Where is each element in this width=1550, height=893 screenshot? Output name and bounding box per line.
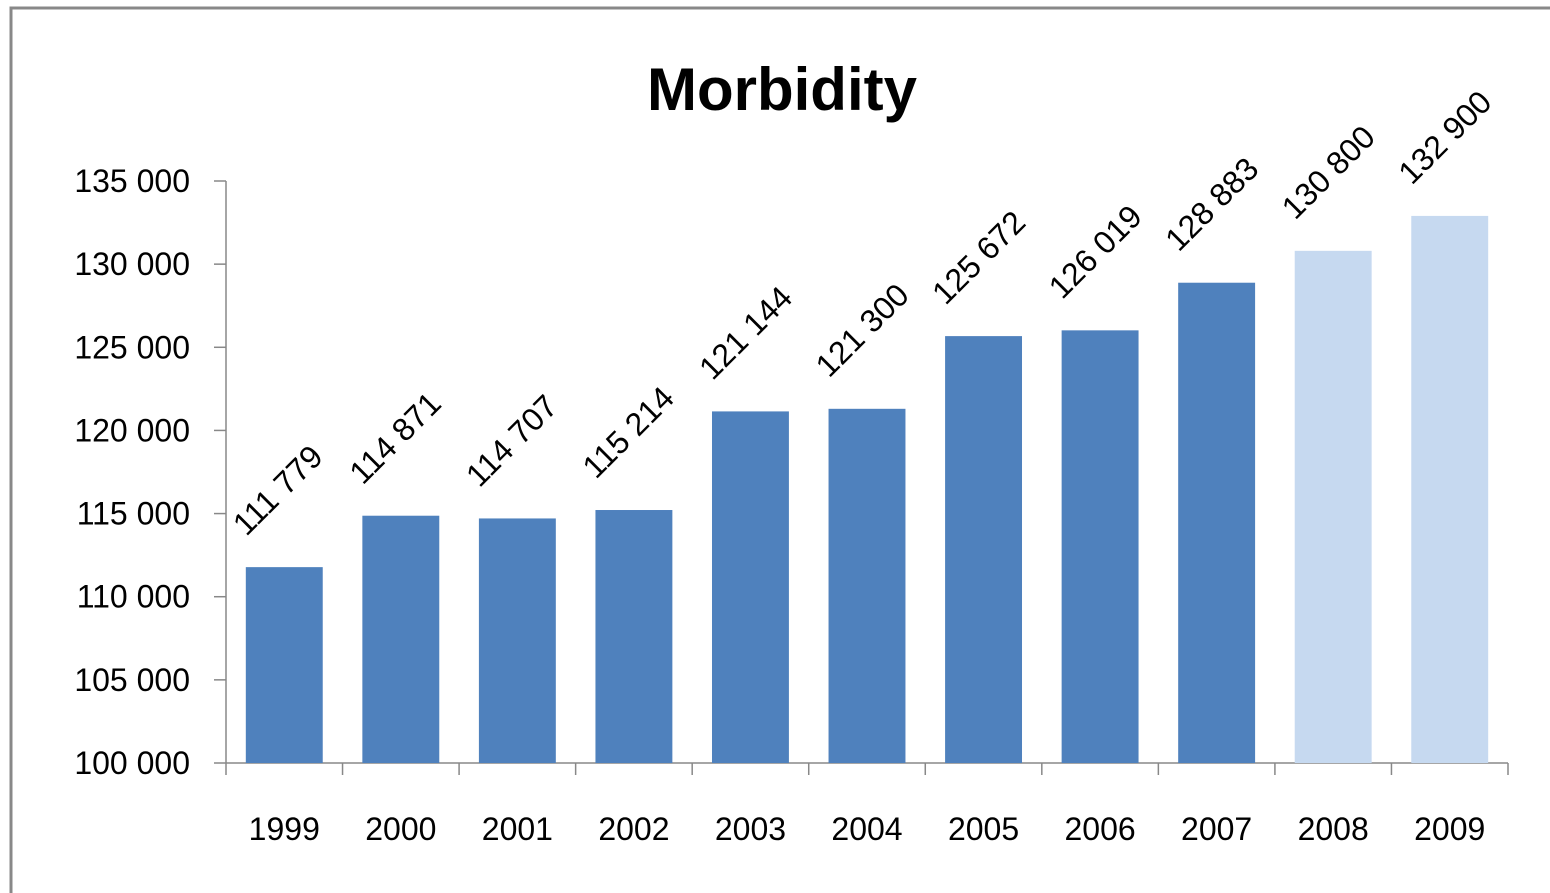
y-tick-label: 110 000 <box>77 579 190 615</box>
chart-title: Morbidity <box>647 56 918 123</box>
bar <box>711 411 789 763</box>
bar <box>595 510 673 763</box>
y-tick-label: 105 000 <box>74 662 190 698</box>
x-tick-label: 2003 <box>715 811 786 847</box>
x-tick-label: 2008 <box>1298 811 1369 847</box>
bar <box>362 515 440 763</box>
bar <box>478 518 556 763</box>
bar <box>245 567 323 763</box>
y-tick-label: 130 000 <box>74 246 190 282</box>
bar <box>1061 330 1139 763</box>
bar <box>1178 282 1256 763</box>
x-tick-label: 2002 <box>598 811 669 847</box>
bar <box>828 408 906 763</box>
x-tick-label: 2007 <box>1181 811 1252 847</box>
x-tick-label: 1999 <box>249 811 320 847</box>
bar <box>1411 215 1489 764</box>
y-tick-label: 100 000 <box>74 745 190 781</box>
y-tick-label: 135 000 <box>74 163 190 199</box>
x-tick-label: 2004 <box>831 811 902 847</box>
x-tick-label: 2009 <box>1414 811 1485 847</box>
y-tick-label: 125 000 <box>74 329 190 365</box>
x-tick-label: 2006 <box>1064 811 1135 847</box>
x-tick-label: 2000 <box>365 811 436 847</box>
y-tick-label: 120 000 <box>74 412 190 448</box>
bar <box>945 336 1023 763</box>
bar <box>1294 250 1372 764</box>
y-tick-label: 115 000 <box>77 496 190 532</box>
x-tick-label: 2005 <box>948 811 1019 847</box>
x-tick-label: 2001 <box>482 811 553 847</box>
